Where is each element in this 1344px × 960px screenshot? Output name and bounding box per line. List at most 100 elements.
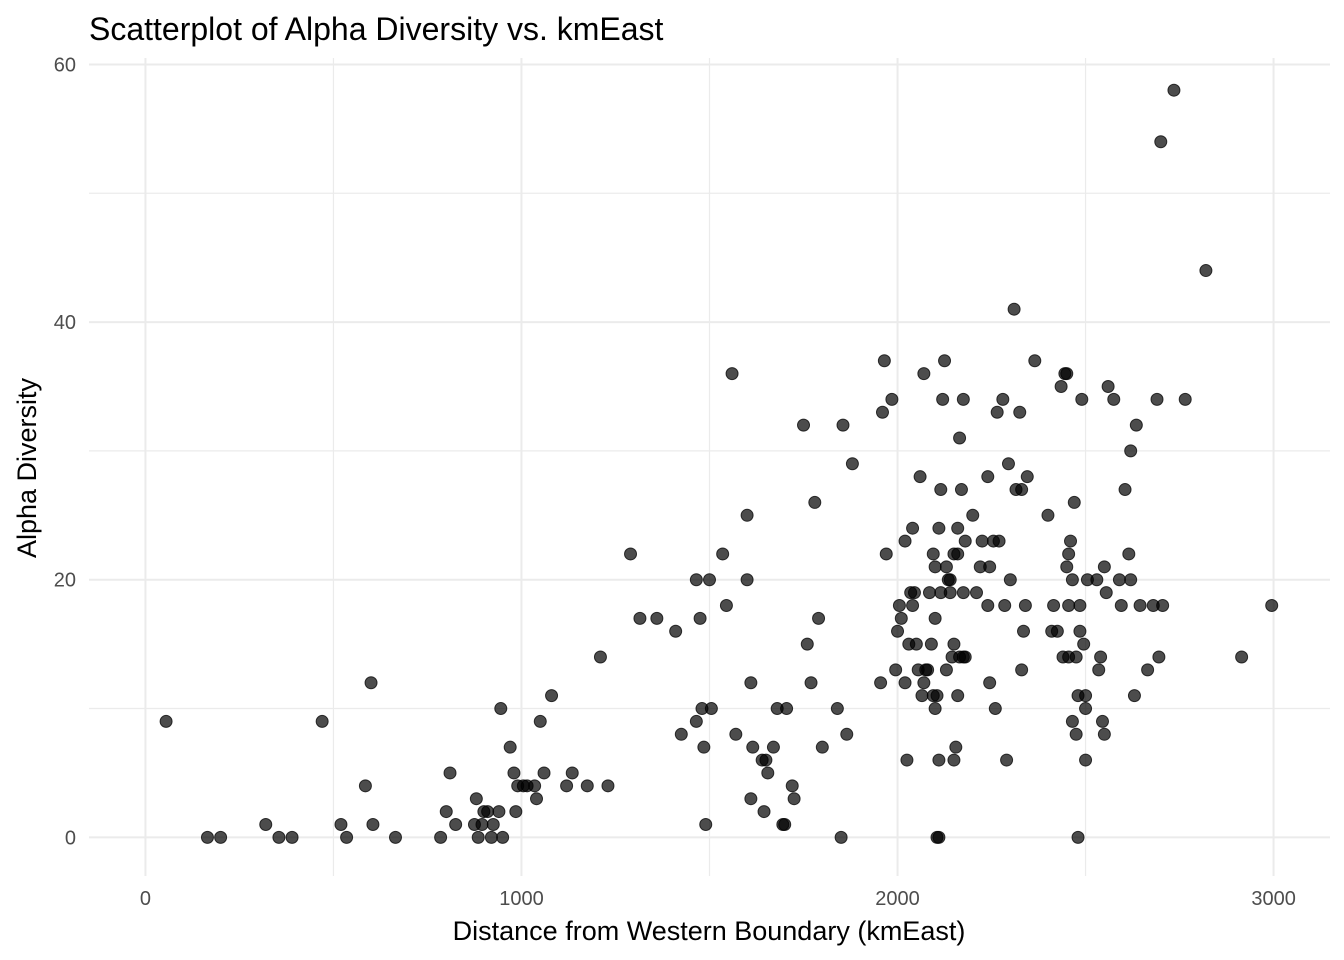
data-point xyxy=(528,779,542,793)
data-point xyxy=(1067,495,1081,509)
data-point xyxy=(503,740,517,754)
y-axis-ticks: 0 20 40 60 xyxy=(54,54,76,849)
data-point xyxy=(1127,689,1141,703)
data-point xyxy=(443,766,457,780)
data-point xyxy=(1065,714,1079,728)
data-point xyxy=(943,573,957,587)
data-point xyxy=(1065,573,1079,587)
data-point xyxy=(509,805,523,819)
data-point xyxy=(830,702,844,716)
data-point xyxy=(992,534,1006,548)
data-point xyxy=(1028,354,1042,368)
data-point xyxy=(1017,624,1031,638)
data-point xyxy=(689,573,703,587)
data-point xyxy=(1079,689,1093,703)
data-point xyxy=(434,830,448,844)
data-point xyxy=(804,676,818,690)
data-point xyxy=(1079,702,1093,716)
data-point xyxy=(906,521,920,535)
data-point xyxy=(780,702,794,716)
data-point xyxy=(1124,573,1138,587)
data-point xyxy=(449,817,463,831)
data-point xyxy=(1235,650,1249,664)
data-point xyxy=(674,727,688,741)
data-point xyxy=(906,598,920,612)
data-point xyxy=(834,830,848,844)
data-point xyxy=(1129,418,1143,432)
y-tick-label: 20 xyxy=(54,570,76,592)
data-point xyxy=(1141,663,1155,677)
data-point xyxy=(877,354,891,368)
data-point xyxy=(932,521,946,535)
data-point xyxy=(719,598,733,612)
data-point xyxy=(1071,830,1085,844)
data-point xyxy=(797,418,811,432)
data-points xyxy=(159,83,1279,844)
data-point xyxy=(998,598,1012,612)
data-point xyxy=(1133,598,1147,612)
data-point xyxy=(1094,650,1108,664)
data-point xyxy=(1015,483,1029,497)
data-point xyxy=(492,805,506,819)
data-point xyxy=(879,547,893,561)
data-point xyxy=(1112,573,1126,587)
data-point xyxy=(917,676,931,690)
data-point xyxy=(928,611,942,625)
data-point xyxy=(907,586,921,600)
data-point xyxy=(840,727,854,741)
data-point xyxy=(200,830,214,844)
x-tick-label: 3000 xyxy=(1251,888,1296,910)
data-point xyxy=(885,392,899,406)
data-point xyxy=(939,560,953,574)
data-point xyxy=(716,547,730,561)
data-point xyxy=(1064,534,1078,548)
data-point xyxy=(740,508,754,522)
data-point xyxy=(759,753,773,767)
data-point xyxy=(956,392,970,406)
data-point xyxy=(845,457,859,471)
data-point xyxy=(1167,83,1181,97)
data-point xyxy=(593,650,607,664)
data-point xyxy=(704,702,718,716)
data-point xyxy=(1062,598,1076,612)
data-point xyxy=(951,689,965,703)
data-point xyxy=(703,573,716,587)
data-point xyxy=(1020,470,1034,484)
data-point xyxy=(1069,650,1083,664)
data-point xyxy=(1114,598,1128,612)
data-point xyxy=(983,560,997,574)
data-point xyxy=(891,624,905,638)
data-point xyxy=(366,817,380,831)
data-point xyxy=(1118,483,1132,497)
data-point xyxy=(1199,264,1213,278)
data-point xyxy=(533,714,547,728)
data-point xyxy=(815,740,829,754)
data-point xyxy=(915,689,929,703)
data-point xyxy=(496,830,510,844)
data-point xyxy=(1079,753,1093,767)
data-point xyxy=(633,611,647,625)
data-point xyxy=(746,740,760,754)
data-point xyxy=(932,753,946,767)
data-point xyxy=(1073,624,1087,638)
y-tick-label: 60 xyxy=(54,54,76,76)
data-point xyxy=(272,830,286,844)
data-point xyxy=(507,766,521,780)
data-point xyxy=(898,534,912,548)
data-point xyxy=(951,521,965,535)
data-point xyxy=(669,624,683,638)
data-point xyxy=(949,740,963,754)
data-point xyxy=(921,663,935,677)
data-point xyxy=(650,611,664,625)
data-point xyxy=(900,753,914,767)
data-point xyxy=(894,611,908,625)
data-point xyxy=(494,702,508,716)
data-point xyxy=(932,830,946,844)
data-point xyxy=(836,418,850,432)
data-point xyxy=(439,805,453,819)
data-point xyxy=(966,508,980,522)
data-point xyxy=(471,830,485,844)
data-point xyxy=(928,560,942,574)
data-point xyxy=(988,702,1002,716)
data-point xyxy=(1107,392,1121,406)
